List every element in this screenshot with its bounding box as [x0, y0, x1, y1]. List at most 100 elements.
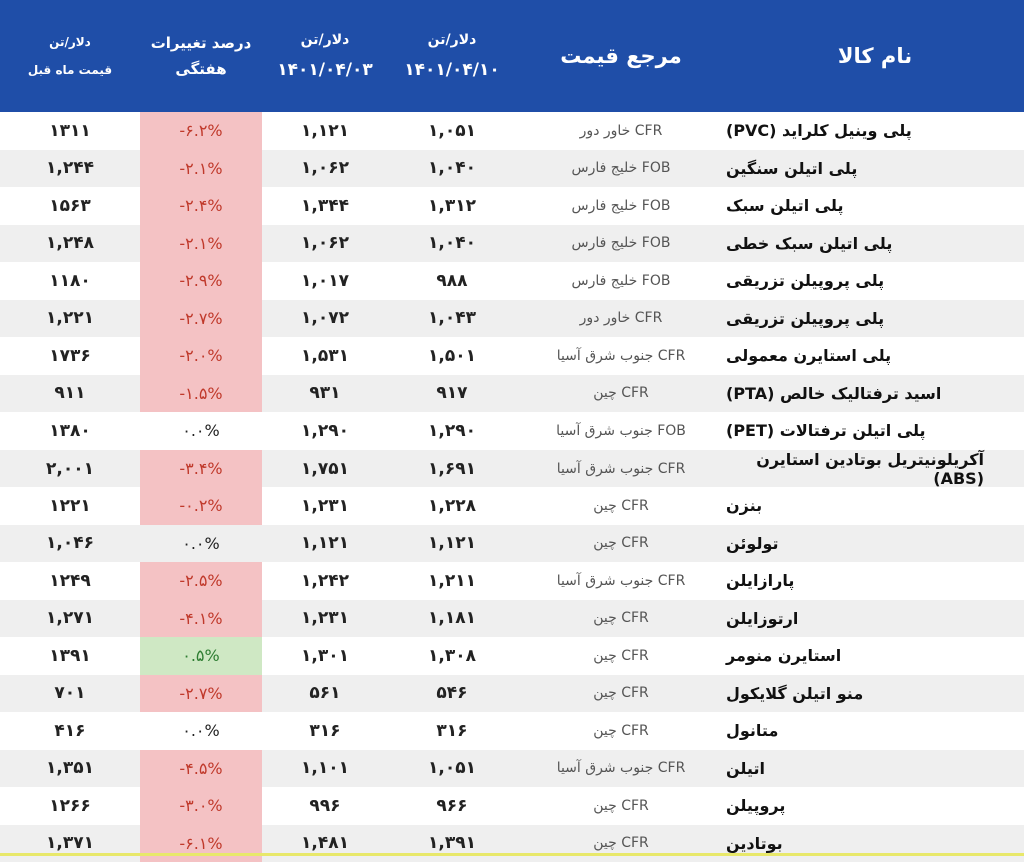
prev-month-price: ۱۳۱۱: [0, 112, 140, 150]
commodity-name: استایرن منومر: [726, 637, 1024, 675]
weekly-change: -۴.۱%: [140, 600, 262, 638]
price-date2: ۱,۱۲۱: [262, 525, 388, 563]
commodity-name: پلی اتیلن سبک: [726, 187, 1024, 225]
header-reference: مرجع قیمت: [516, 0, 726, 112]
price-reference: CFR چین: [516, 675, 726, 713]
prev-month-price: ۱۳۸۰: [0, 412, 140, 450]
prev-month-price: ۲,۰۰۱: [0, 450, 140, 488]
price-date2: ۱,۵۳۱: [262, 337, 388, 375]
prev-month-price: ۱۷۳۶: [0, 337, 140, 375]
weekly-change: -۲.۱%: [140, 225, 262, 263]
commodity-name: پلی اتیلن سبک خطی: [726, 225, 1024, 263]
commodity-name: ارتوزایلن: [726, 600, 1024, 638]
header-date2-date: ۱۴۰۱/۰۴/۰۳: [277, 60, 372, 80]
price-date1: ۳۱۶: [388, 712, 516, 750]
price-date1: ۱,۲۲۸: [388, 487, 516, 525]
price-date2: ۱,۳۴۴: [262, 187, 388, 225]
price-reference: CFR خاور دور: [516, 300, 726, 338]
commodity-name: بوتادین: [726, 825, 1024, 862]
price-reference: CFR چین: [516, 600, 726, 638]
weekly-change: -۲.۱%: [140, 150, 262, 188]
price-reference: FOB خلیج فارس: [516, 150, 726, 188]
weekly-change: -۴.۵%: [140, 750, 262, 788]
prev-month-price: ۴۱۶: [0, 712, 140, 750]
commodity-name: منو اتیلن گلایکول: [726, 675, 1024, 713]
price-date1: ۱,۲۹۰: [388, 412, 516, 450]
weekly-change: -۶.۲%: [140, 112, 262, 150]
prev-month-price: ۱۳۹۱: [0, 637, 140, 675]
price-date1: ۱,۳۹۱: [388, 825, 516, 862]
prev-month-price: ۱,۲۲۱: [0, 300, 140, 338]
price-reference: FOB خلیج فارس: [516, 225, 726, 263]
price-date1: ۱,۳۱۲: [388, 187, 516, 225]
price-reference: FOB جنوب شرق آسیا: [516, 412, 726, 450]
header-date2-unit: دلار/تن: [301, 32, 350, 48]
commodity-name: پلی وینیل کلراید (PVC): [726, 112, 1024, 150]
commodity-name: پلی اتیلن ترفتالات (PET): [726, 412, 1024, 450]
price-reference: CFR چین: [516, 487, 726, 525]
commodity-name: اتیلن: [726, 750, 1024, 788]
header-date1: دلار/تن ۱۴۰۱/۰۴/۱۰: [388, 0, 516, 112]
price-date1: ۱,۰۵۱: [388, 750, 516, 788]
price-reference: CFR جنوب شرق آسیا: [516, 450, 726, 488]
weekly-change: -۳.۰%: [140, 787, 262, 825]
header-date1-date: ۱۴۰۱/۰۴/۱۰: [404, 60, 499, 80]
price-date2: ۱,۴۸۱: [262, 825, 388, 862]
price-reference: CFR چین: [516, 712, 726, 750]
price-date2: ۹۹۶: [262, 787, 388, 825]
price-reference: CFR جنوب شرق آسیا: [516, 337, 726, 375]
prev-month-price: ۱۲۴۹: [0, 562, 140, 600]
weekly-change: ۰.۵%: [140, 637, 262, 675]
price-date1: ۱,۰۴۰: [388, 225, 516, 263]
price-reference: FOB خلیج فارس: [516, 262, 726, 300]
price-date1: ۱,۰۴۳: [388, 300, 516, 338]
prev-month-price: ۱۲۲۱: [0, 487, 140, 525]
price-date2: ۱,۱۲۱: [262, 112, 388, 150]
price-reference: CFR چین: [516, 375, 726, 413]
price-reference: CFR چین: [516, 787, 726, 825]
header-prev-month-unit: دلار/تن: [49, 35, 91, 49]
header-change-line2: هفتگی: [175, 60, 226, 78]
weekly-change: -۲.۹%: [140, 262, 262, 300]
price-date2: ۱,۲۹۰: [262, 412, 388, 450]
prev-month-price: ۱۵۶۳: [0, 187, 140, 225]
price-date2: ۳۱۶: [262, 712, 388, 750]
price-date2: ۱,۲۴۲: [262, 562, 388, 600]
weekly-change: -۶.۱%: [140, 825, 262, 862]
header-name: نام کالا: [726, 0, 1024, 112]
commodity-name: متانول: [726, 712, 1024, 750]
prev-month-price: ۱,۳۷۱: [0, 825, 140, 862]
weekly-change: -۲.۵%: [140, 562, 262, 600]
commodity-name: تولوئن: [726, 525, 1024, 563]
price-date2: ۱,۰۷۲: [262, 300, 388, 338]
weekly-change: -۲.۷%: [140, 675, 262, 713]
prev-month-price: ۱,۳۵۱: [0, 750, 140, 788]
price-reference: CFR جنوب شرق آسیا: [516, 750, 726, 788]
price-reference: CFR جنوب شرق آسیا: [516, 562, 726, 600]
weekly-change: -۲.۷%: [140, 300, 262, 338]
header-prev-month: دلار/تن قیمت ماه قبل: [0, 0, 140, 112]
prev-month-price: ۹۱۱: [0, 375, 140, 413]
commodity-name: پلی پروپیلن تزریقی: [726, 262, 1024, 300]
price-date2: ۱,۲۳۱: [262, 487, 388, 525]
header-name-label: نام کالا: [838, 44, 912, 68]
price-reference: CFR چین: [516, 637, 726, 675]
price-date2: ۱,۲۳۱: [262, 600, 388, 638]
prev-month-price: ۱۱۸۰: [0, 262, 140, 300]
commodity-name: پلی پروپیلن تزریقی: [726, 300, 1024, 338]
price-date2: ۱,۳۰۱: [262, 637, 388, 675]
price-date1: ۱,۲۱۱: [388, 562, 516, 600]
